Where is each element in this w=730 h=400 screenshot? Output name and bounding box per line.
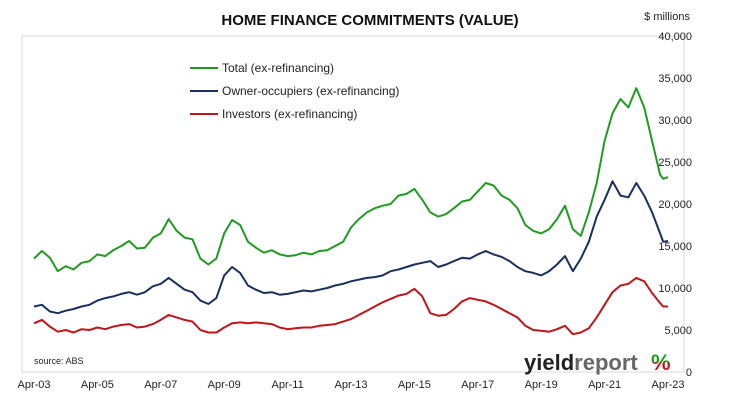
yieldreport-logo: yieldreport % — [524, 350, 671, 375]
svg-text:yieldreport: yieldreport — [524, 350, 638, 375]
y-tick-label: 25,000 — [658, 157, 692, 169]
legend-label: Total (ex-refinancing) — [222, 61, 334, 75]
legend: Total (ex-refinancing) Owner-occupiers (e… — [190, 61, 399, 121]
y-tick-label: 5,000 — [664, 325, 692, 337]
y-axis: 0 5,000 10,000 15,000 20,000 25,000 30,000 35,0… — [658, 31, 692, 379]
legend-label: Investors (ex-refinancing) — [222, 107, 357, 121]
y-tick-label: 30,000 — [658, 115, 692, 127]
x-tick-label: Apr-21 — [588, 379, 621, 391]
x-tick-label: Apr-09 — [208, 379, 241, 391]
source-note: source: ABS — [34, 356, 84, 366]
series-line-1 — [33, 87, 669, 273]
x-tick-label: Apr-19 — [525, 379, 558, 391]
x-tick-label: Apr-07 — [144, 379, 177, 391]
x-tick-label: Apr-05 — [81, 379, 114, 391]
y-tick-label: 20,000 — [658, 199, 692, 211]
x-tick-label: Apr-15 — [398, 379, 431, 391]
x-axis: Apr-03 Apr-05 Apr-07 Apr-09 Apr-11 Apr-13 Apr-… — [17, 379, 684, 391]
brand-text-report: report — [574, 350, 638, 375]
series-line-3 — [33, 276, 668, 336]
percent-symbol-icon: % — [651, 350, 671, 375]
x-tick-label: Apr-03 — [17, 379, 50, 391]
chart-title: HOME FINANCE COMMITMENTS (VALUE) — [221, 12, 518, 29]
y-tick-label: 15,000 — [658, 241, 692, 253]
x-tick-label: Apr-11 — [271, 379, 303, 391]
y-tick-label: 40,000 — [658, 31, 692, 43]
y-axis-unit-label: $ millions — [644, 11, 690, 23]
y-tick-label: 10,000 — [658, 283, 692, 295]
series-lines — [33, 87, 669, 336]
x-tick-label: Apr-13 — [334, 379, 367, 391]
y-tick-label: 0 — [686, 367, 692, 379]
legend-label: Owner-occupiers (ex-refinancing) — [222, 84, 399, 98]
brand-text-yield: yield — [524, 350, 574, 375]
series-line-2 — [33, 180, 669, 315]
y-tick-label: 35,000 — [658, 73, 692, 85]
x-tick-label: Apr-23 — [651, 379, 684, 391]
x-tick-label: Apr-17 — [461, 379, 494, 391]
plot-frame — [21, 35, 685, 373]
